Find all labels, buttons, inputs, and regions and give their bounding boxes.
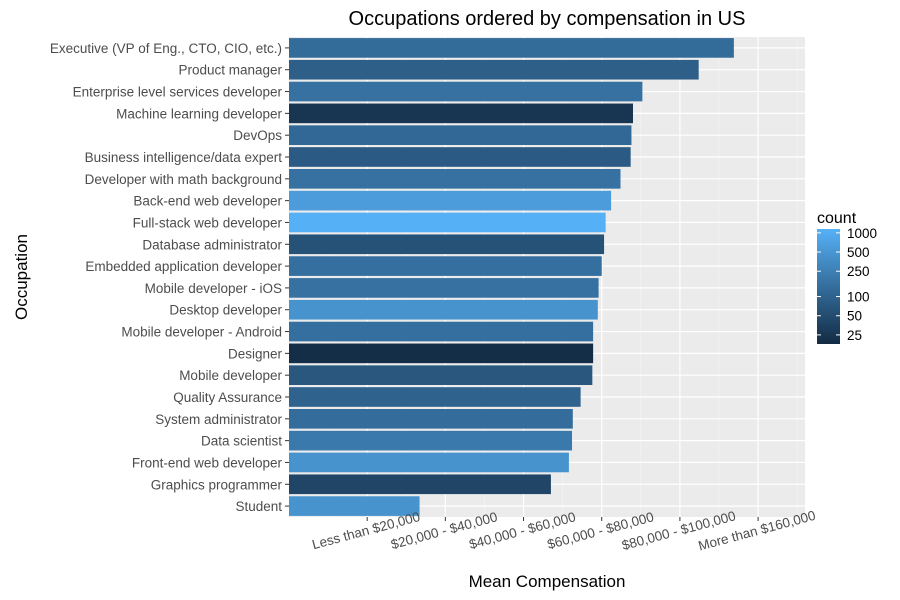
- y-tick-label: DevOps: [233, 128, 282, 143]
- bar: [289, 299, 598, 320]
- legend-label: 100: [847, 290, 870, 305]
- bar: [289, 365, 593, 385]
- bar: [289, 59, 699, 80]
- y-tick-label: Mobile developer: [179, 368, 282, 383]
- legend-label: 25: [847, 328, 862, 343]
- bar: [289, 496, 420, 516]
- bar: [289, 430, 573, 451]
- y-axis-title: Occupation: [12, 234, 31, 320]
- y-tick-label: Database administrator: [142, 237, 282, 252]
- y-tick-label: System administrator: [155, 412, 282, 427]
- bar: [289, 169, 621, 189]
- bar: [289, 125, 632, 145]
- y-tick-label: Front-end web developer: [132, 455, 283, 470]
- y-tick-label: Machine learning developer: [116, 106, 282, 121]
- bar: [289, 409, 573, 429]
- y-axis: Executive (VP of Eng., CTO, CIO, etc.) Pr…: [50, 41, 289, 514]
- bar: [289, 147, 631, 167]
- bar: [289, 256, 602, 276]
- y-tick-label: Developer with math background: [85, 172, 282, 187]
- y-tick-label: Mobile developer - iOS: [145, 281, 282, 296]
- y-tick-label: Mobile developer - Android: [121, 325, 282, 340]
- bar: [289, 321, 594, 342]
- x-axis-title: Mean Compensation: [469, 572, 626, 591]
- y-tick-label: Quality Assurance: [173, 390, 282, 405]
- legend-label: 1000: [847, 226, 877, 241]
- legend-label: 50: [847, 309, 862, 324]
- bar: [289, 103, 633, 124]
- y-tick-label: Business intelligence/data expert: [85, 150, 283, 165]
- chart-title: Occupations ordered by compensation in U…: [349, 8, 746, 30]
- bar: [289, 234, 605, 255]
- legend-colorbar: [817, 229, 840, 344]
- y-tick-label: Desktop developer: [169, 303, 282, 318]
- y-tick-label: Graphics programmer: [151, 477, 283, 492]
- legend-label: 250: [847, 264, 870, 279]
- y-tick-label: Executive (VP of Eng., CTO, CIO, etc.): [50, 41, 282, 56]
- bar: [289, 38, 734, 58]
- y-tick-label: Product manager: [178, 63, 282, 78]
- bar: [289, 190, 612, 211]
- legend-title: count: [817, 210, 857, 227]
- y-tick-label: Data scientist: [201, 434, 282, 449]
- y-tick-label: Embedded application developer: [85, 259, 282, 274]
- y-tick-label: Full-stack web developer: [133, 215, 283, 230]
- y-tick-label: Enterprise level services developer: [73, 85, 283, 100]
- bar: [289, 81, 643, 102]
- y-tick-label: Back-end web developer: [133, 194, 282, 209]
- bar: [289, 343, 594, 364]
- bars-layer: [289, 38, 734, 516]
- bar: [289, 474, 551, 495]
- bar: [289, 452, 569, 473]
- legend-label: 500: [847, 245, 870, 260]
- legend: count 1000 500 250 100 50 25: [817, 210, 877, 344]
- bar: [289, 278, 599, 298]
- bar: [289, 387, 581, 407]
- y-tick-label: Designer: [228, 346, 283, 361]
- y-tick-label: Student: [235, 499, 282, 514]
- bar: [289, 212, 606, 233]
